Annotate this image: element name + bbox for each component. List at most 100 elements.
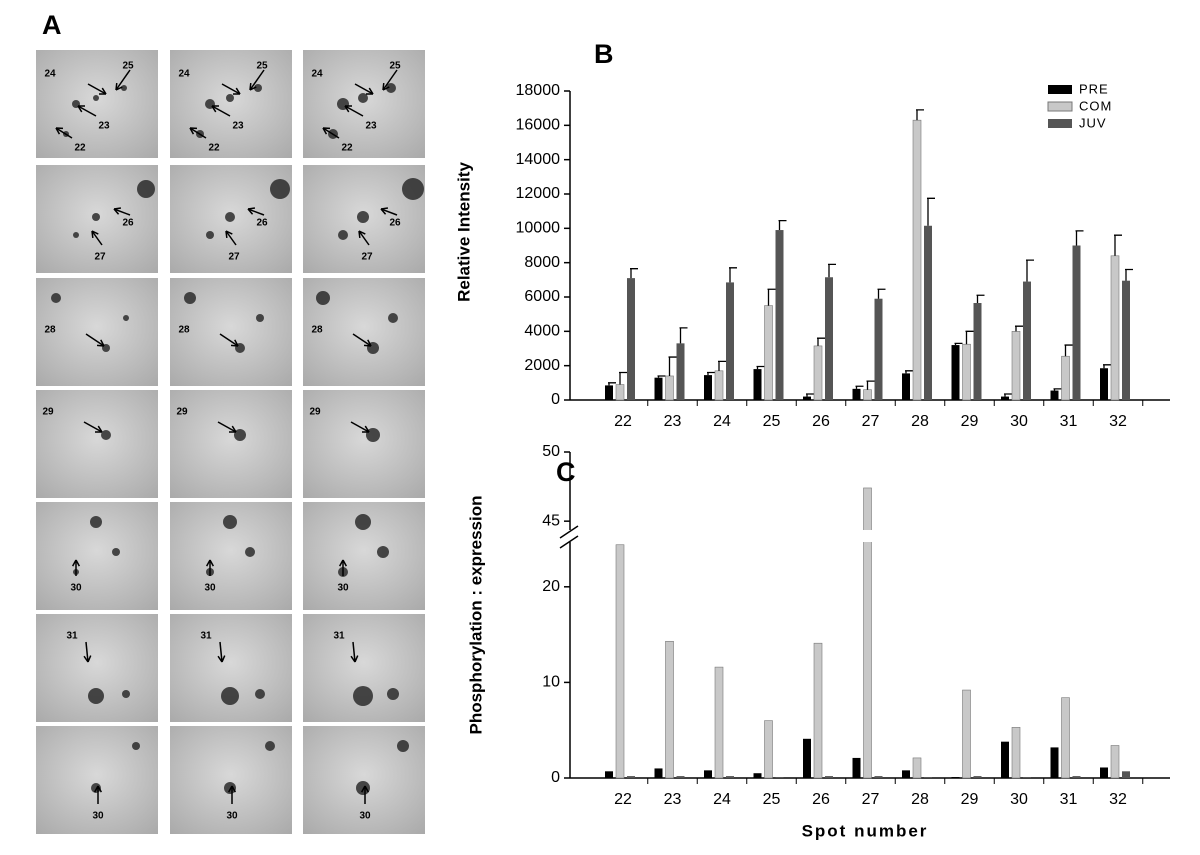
x-tick-label: 25 [763,791,781,808]
arrow [249,69,265,91]
arrow [350,421,370,433]
error-bar [1103,364,1111,369]
x-tick-label: 27 [862,413,880,430]
arrow-head [55,127,61,135]
spot-label: 23 [365,121,377,132]
legend-swatch [1048,119,1072,128]
bar [1100,368,1108,400]
bar [1122,280,1130,400]
legend-swatch [1048,85,1072,94]
error-bar [619,371,627,385]
gel-spot [402,178,424,200]
arrow-head [360,785,366,793]
gel-spot [223,515,237,529]
error-bar [1053,388,1062,391]
spot-label: 30 [359,811,371,822]
x-tick-label: 26 [812,413,830,430]
gel-spot [93,95,99,101]
gel-spot [316,291,330,305]
x-tick-label: 25 [763,413,781,430]
gel-spot [356,781,370,795]
arrow-head [344,105,350,113]
axis-break [558,530,1158,542]
x-tick-label: 23 [664,791,682,808]
bar [863,487,872,779]
arrow-head [382,86,390,91]
bar [665,375,674,401]
arrow-head [225,230,228,239]
spot-label: 25 [256,61,268,72]
spot-label: 28 [311,325,323,336]
arrow-head [234,339,239,347]
bar [902,373,910,400]
bar [676,343,685,400]
bar [1110,745,1120,779]
bar [1110,255,1120,401]
gel-spot [137,180,155,198]
gel-spot [73,232,79,238]
bar [714,666,724,779]
bar [874,776,883,778]
gel-tile [36,614,158,722]
gel-spot [245,547,255,557]
error-bar [778,219,787,231]
gel-tile [170,390,292,498]
panel-label: B [594,39,614,69]
bar [973,776,982,778]
bar [665,640,674,779]
gel-spot [387,688,399,700]
spot-label: 30 [337,583,349,594]
arrow-head [227,785,233,793]
spot-label: 22 [341,143,353,154]
error-bar [866,380,875,390]
spot-label: 25 [389,61,401,72]
spot-label: 28 [44,325,56,336]
gel-spot [90,516,102,528]
gel-spot [121,85,127,91]
spot-label: 26 [256,218,268,229]
arrow-head [249,82,252,91]
error-bar [707,371,715,376]
spot-label: 24 [311,69,323,80]
error-bar [916,109,924,121]
error-bar [954,342,963,346]
arrow [352,333,372,347]
bar [1023,281,1031,400]
spot-label: 25 [122,61,134,72]
arrow-head [209,559,215,567]
gel-spot [123,315,129,321]
gel-spot [122,690,130,698]
bar [704,770,712,778]
bar [1001,396,1009,400]
gel-tile [303,50,425,158]
arrow-head [231,425,237,433]
x-tick-label: 24 [713,413,731,430]
bar [912,757,922,779]
gel-spot [388,313,398,323]
bar [1050,747,1059,778]
bar [874,298,883,400]
arrow-head [367,339,372,347]
bar [1050,390,1059,400]
break-mark [559,535,579,549]
spot-label: 26 [389,218,401,229]
bar [627,776,635,778]
gel-spot [88,688,104,704]
arrow-head [77,105,83,113]
bar [1011,727,1021,779]
bar [962,689,971,779]
gel-spot [225,212,235,222]
arrow [113,208,131,216]
y-axis-label: Phosphorylation : expression [466,496,485,735]
y-tick-label: 8000 [524,254,560,271]
bar [803,738,811,778]
legend-swatch [1047,101,1073,112]
arrow-head [96,344,105,347]
y-tick-label: 16000 [516,117,561,134]
spot-label: 30 [226,811,238,822]
bar [605,771,613,778]
y-tick-label: 18000 [516,82,561,99]
error-bar [817,337,825,346]
spot-label: 31 [333,631,345,642]
bar [775,777,784,778]
